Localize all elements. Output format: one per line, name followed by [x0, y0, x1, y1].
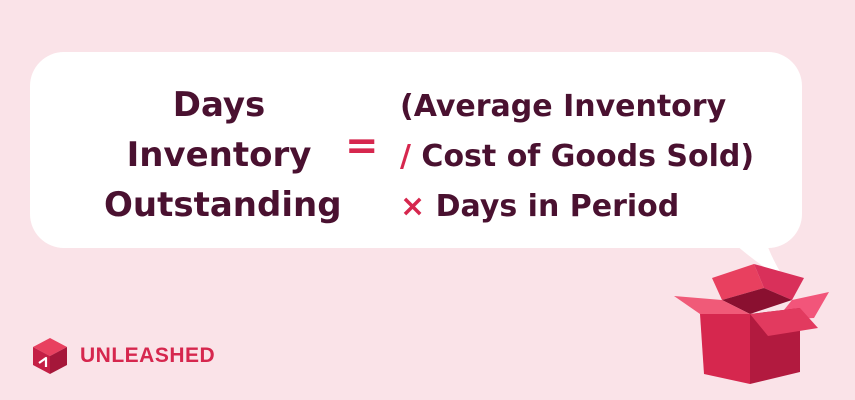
multiply-operator: × — [400, 189, 426, 224]
rhs-line-2: / Cost of Goods Sold) — [400, 132, 780, 182]
open-gift-box-icon — [674, 264, 829, 384]
unleashed-cube-logo-icon — [33, 338, 67, 374]
rhs-line-3: × Days in Period — [400, 182, 780, 232]
lhs-line-2: Inventory — [126, 135, 312, 175]
divide-operator: / — [400, 139, 411, 174]
unleashed-logo: UNLEASHED — [30, 336, 215, 376]
formula-speech-bubble: Days Inventory Outstanding = (Average In… — [30, 52, 802, 248]
rhs-line-1: (Average Inventory — [400, 89, 727, 124]
rhs-line-2-text: Cost of Goods Sold) — [421, 139, 755, 174]
lhs-line-1: Days — [172, 85, 266, 125]
brand-name: UNLEASHED — [80, 344, 216, 367]
formula-lhs: Days Inventory Outstanding — [104, 80, 342, 230]
equals-sign: = — [345, 123, 379, 169]
lhs-line-3: Outstanding — [104, 185, 342, 225]
speech-bubble-tail — [720, 200, 785, 280]
formula: Days Inventory Outstanding = (Average In… — [30, 52, 802, 248]
formula-rhs: (Average Inventory / Cost of Goods Sold)… — [400, 82, 780, 232]
rhs-line-3-text: Days in Period — [435, 189, 680, 224]
